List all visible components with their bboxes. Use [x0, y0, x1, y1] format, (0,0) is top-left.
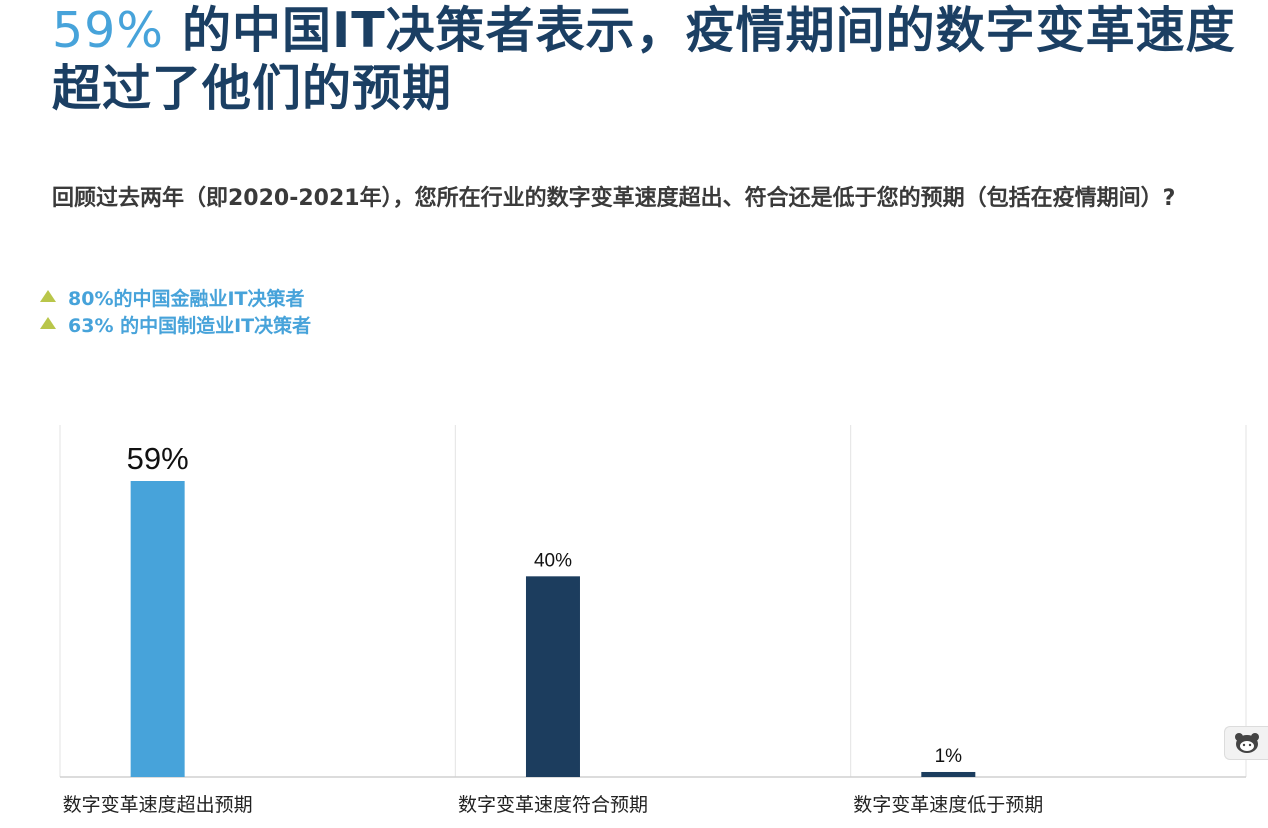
- highlight-item: 63% 的中国制造业IT决策者: [40, 311, 311, 338]
- highlight-finance: 80%的中国金融业IT决策者: [68, 288, 305, 310]
- triangle-up-icon: [40, 289, 56, 302]
- triangle-up-icon: [40, 316, 56, 329]
- page-title: 59% 的中国IT决策者表示，疫情期间的数字变革速度超过了他们的预期: [52, 2, 1252, 118]
- data-label: 59%: [127, 441, 189, 476]
- highlight-list: 80%的中国金融业IT决策者 63% 的中国制造业IT决策者: [40, 284, 311, 338]
- data-label: 40%: [534, 550, 572, 571]
- data-label: 1%: [935, 746, 963, 767]
- bar: [130, 481, 185, 777]
- highlight-manufacturing: 63% 的中国制造业IT决策者: [68, 315, 312, 337]
- bar-chart: 59% 数字变革速度超出预期 40% 数字变革速度符合预期 1% 数字变革速度低于预期: [59, 425, 1247, 816]
- bar: [921, 771, 976, 777]
- title-text: 的中国IT决策者表示，疫情期间的数字变革速度超过了他们的预期: [52, 2, 1236, 117]
- x-tick-label: 数字变革速度超出预期: [63, 794, 253, 816]
- survey-question: 回顾过去两年（即2020-2021年），您所在行业的数字变革速度超出、符合还是低…: [52, 186, 1176, 211]
- bar: [525, 576, 580, 777]
- highlight-item: 80%的中国金融业IT决策者: [40, 284, 311, 311]
- x-tick-label: 数字变革速度低于预期: [853, 794, 1043, 816]
- x-tick-label: 数字变革速度符合预期: [458, 794, 648, 816]
- title-highlight-percent: 59%: [52, 2, 164, 59]
- du-widget-button[interactable]: [1224, 726, 1268, 760]
- bear-face-icon: [1234, 733, 1259, 753]
